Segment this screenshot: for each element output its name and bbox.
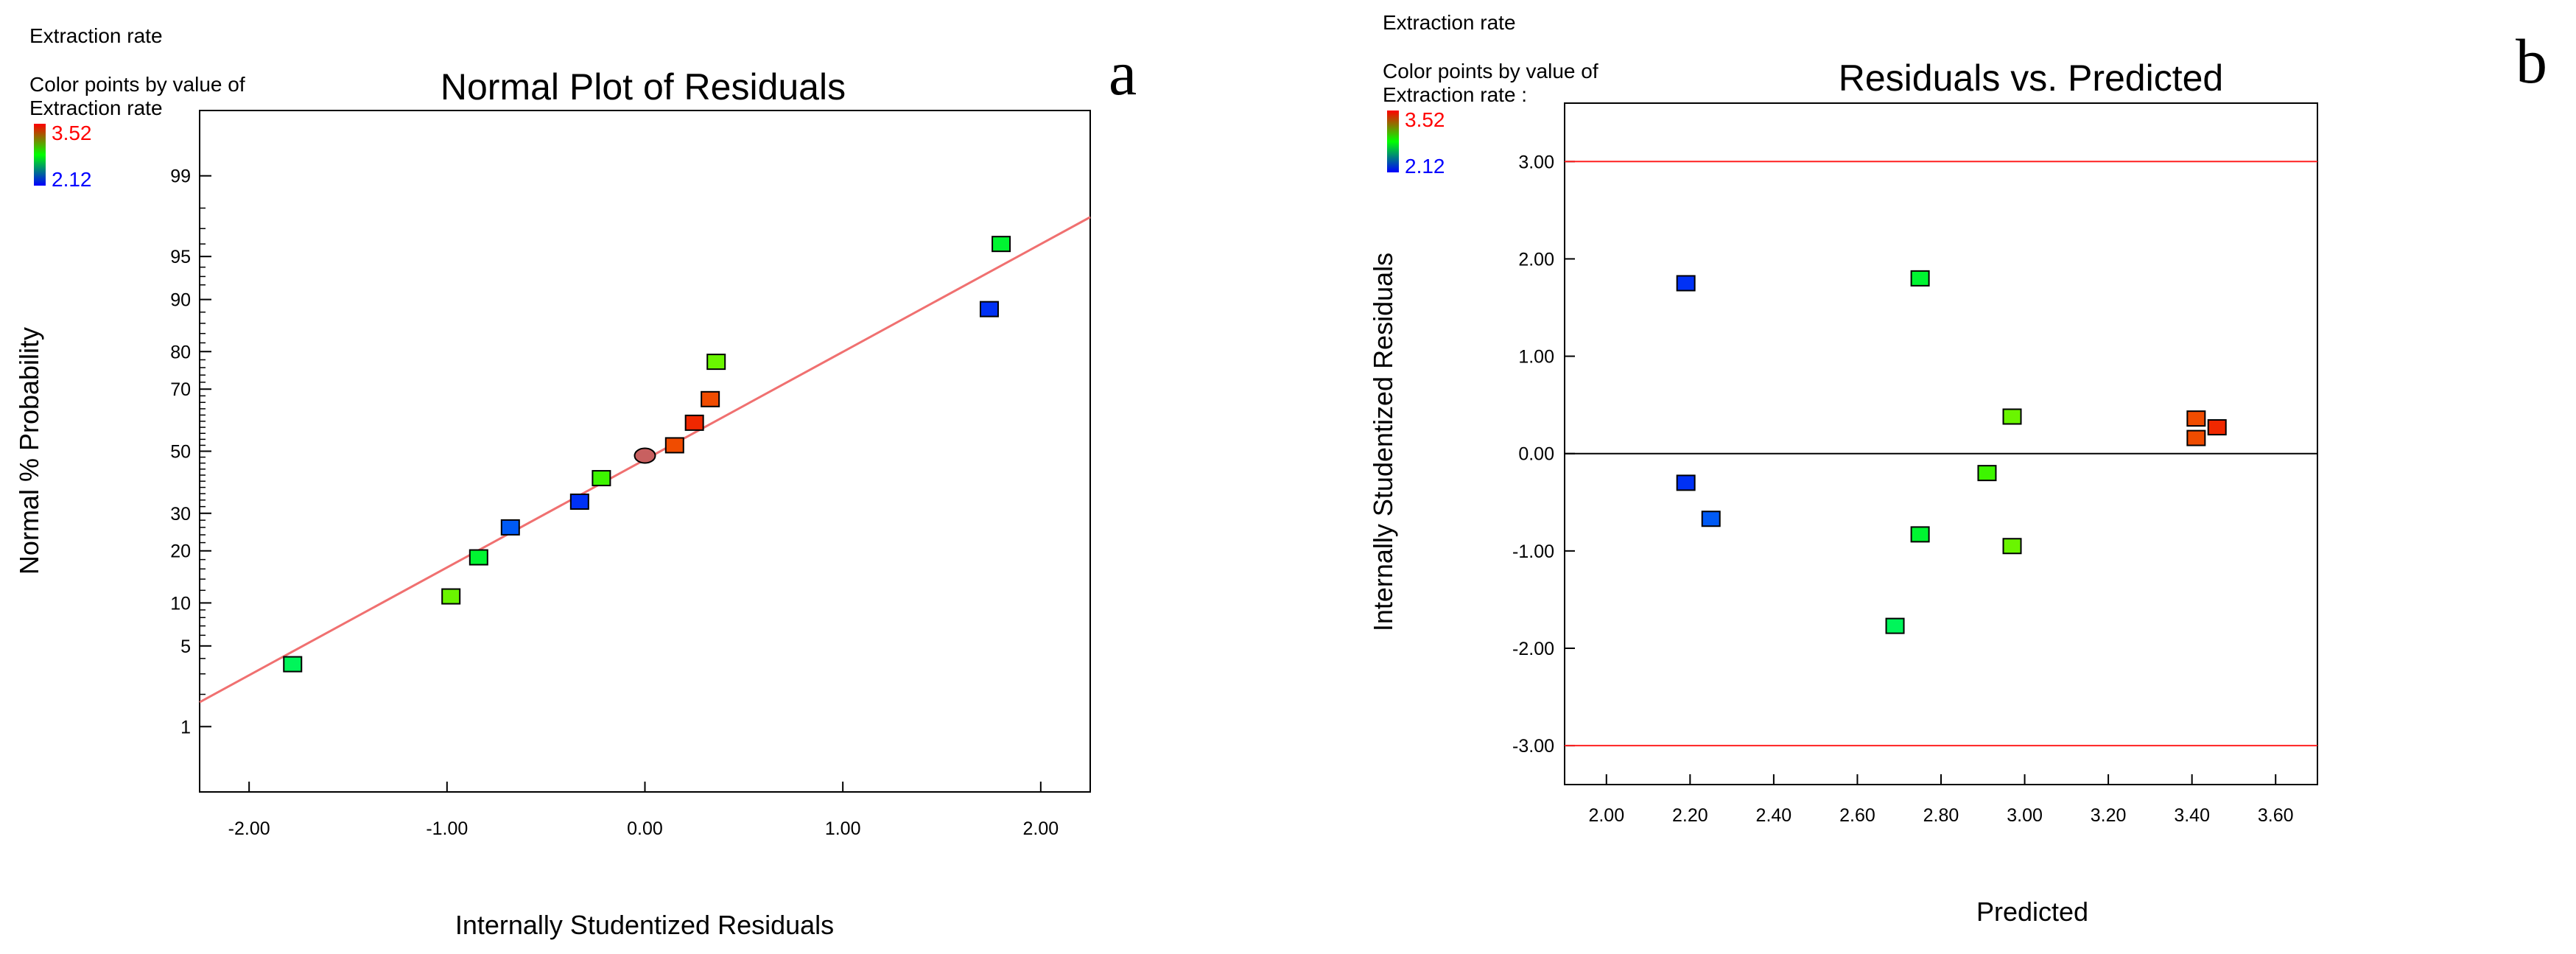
legend-min-label: 2.12 bbox=[52, 168, 92, 191]
reference-lines bbox=[1565, 161, 2317, 747]
chart-title: Normal Plot of Residuals bbox=[441, 66, 846, 108]
y-tick-label: 20 bbox=[170, 541, 191, 562]
data-point bbox=[1977, 465, 1997, 482]
legend-min-label: 2.12 bbox=[1405, 155, 1445, 178]
x-tick-label: 2.00 bbox=[1588, 805, 1624, 826]
x-axis-label: Predicted bbox=[1976, 897, 2088, 927]
y-tick-label: 90 bbox=[170, 290, 191, 311]
data-point bbox=[569, 493, 589, 510]
data-point bbox=[1910, 526, 1930, 543]
chart-header: Extraction rate bbox=[1383, 11, 1516, 34]
y-tick-label: 5 bbox=[180, 636, 191, 657]
y-tick-label: 50 bbox=[170, 442, 191, 463]
x-tick-label: -1.00 bbox=[426, 818, 468, 839]
panel-letter: b bbox=[2516, 26, 2547, 97]
data-point bbox=[979, 301, 999, 318]
chart-header: Extraction rate bbox=[29, 24, 163, 47]
legend-max-label: 3.52 bbox=[52, 122, 92, 144]
data-point bbox=[2002, 408, 2022, 425]
data-point bbox=[1885, 617, 1905, 634]
x-tick-label: 3.00 bbox=[2007, 805, 2043, 826]
data-points bbox=[283, 236, 1011, 673]
data-point bbox=[2207, 419, 2227, 436]
y-tick-label: 10 bbox=[170, 593, 191, 614]
data-point bbox=[592, 470, 611, 487]
x-tick-label: 0.00 bbox=[627, 818, 663, 839]
chart-a-svg: Extraction rate Color points by value of… bbox=[14, 24, 1137, 940]
data-point bbox=[2186, 429, 2206, 446]
data-point bbox=[500, 519, 520, 536]
x-tick-label: 3.40 bbox=[2174, 805, 2210, 826]
data-point bbox=[441, 588, 461, 605]
y-tick-label: 3.00 bbox=[1518, 152, 1554, 172]
y-tick-label: 30 bbox=[170, 504, 191, 525]
x-axis: -2.00 -1.00 0.00 1.00 2.00 bbox=[228, 782, 1059, 839]
data-points bbox=[1676, 270, 2227, 634]
y-tick-label: 1.00 bbox=[1518, 347, 1554, 368]
data-point bbox=[1701, 511, 1721, 527]
data-point bbox=[634, 447, 656, 464]
legend-caption: Extraction rate : bbox=[1383, 83, 1527, 106]
y-tick-label: 80 bbox=[170, 342, 191, 362]
y-axis: 3.00 2.00 1.00 0.00 -1.00 -2.00 -3.00 bbox=[1512, 152, 1575, 757]
y-axis-label: Normal % Probability bbox=[14, 327, 44, 575]
y-tick-label: -2.00 bbox=[1512, 639, 1554, 659]
data-point bbox=[992, 236, 1011, 253]
chart-b-svg: Extraction rate Color points by value of… bbox=[1368, 11, 2547, 927]
y-tick-label: 0.00 bbox=[1518, 444, 1554, 465]
legend-max-label: 3.52 bbox=[1405, 108, 1445, 131]
y-axis-label: Internally Studentized Residuals bbox=[1368, 253, 1398, 631]
x-axis-label: Internally Studentized Residuals bbox=[455, 910, 834, 940]
y-tick-label: -1.00 bbox=[1512, 541, 1554, 562]
data-point bbox=[1676, 275, 1696, 292]
data-point bbox=[1676, 474, 1696, 491]
data-point bbox=[664, 437, 684, 454]
x-tick-label: 1.00 bbox=[825, 818, 861, 839]
y-tick-label: 95 bbox=[170, 247, 191, 267]
x-tick-label: -2.00 bbox=[228, 818, 270, 839]
y-tick-label: 70 bbox=[170, 379, 191, 400]
x-tick-label: 2.60 bbox=[1839, 805, 1875, 826]
data-point bbox=[701, 390, 720, 407]
panel-letter: a bbox=[1109, 38, 1137, 108]
data-point bbox=[283, 656, 303, 673]
chart-a: Extraction rate Color points by value of… bbox=[0, 0, 1289, 950]
data-point bbox=[706, 354, 726, 371]
y-tick-label: 2.00 bbox=[1518, 249, 1554, 270]
legend-caption: Color points by value of bbox=[29, 73, 245, 96]
x-tick-label: 2.00 bbox=[1022, 818, 1059, 839]
data-point bbox=[468, 549, 488, 566]
x-tick-label: 3.60 bbox=[2258, 805, 2294, 826]
chart-b: Extraction rate Color points by value of… bbox=[1289, 0, 2576, 950]
data-point bbox=[2002, 538, 2022, 555]
legend-color-bar bbox=[1387, 111, 1399, 172]
x-tick-label: 3.20 bbox=[2091, 805, 2127, 826]
x-axis: 2.00 2.20 2.40 2.60 2.80 3.00 3.20 3.40 3.60 bbox=[1588, 774, 2294, 826]
x-tick-label: 2.40 bbox=[1756, 805, 1792, 826]
y-axis: 1 5 10 20 30 50 70 80 90 95 99 bbox=[170, 166, 211, 737]
x-tick-label: 2.20 bbox=[1672, 805, 1708, 826]
x-tick-label: 2.80 bbox=[1923, 805, 1959, 826]
data-point bbox=[684, 414, 704, 431]
y-minor-ticks bbox=[200, 207, 206, 695]
y-tick-label: 1 bbox=[180, 717, 191, 737]
legend-color-bar bbox=[34, 124, 46, 186]
chart-title: Residuals vs. Predicted bbox=[1839, 57, 2223, 99]
legend-caption: Color points by value of bbox=[1383, 60, 1598, 83]
y-tick-label: -3.00 bbox=[1512, 736, 1554, 757]
data-point bbox=[2186, 410, 2206, 427]
y-tick-label: 99 bbox=[170, 166, 191, 187]
data-point bbox=[1910, 270, 1930, 287]
legend-caption: Extraction rate bbox=[29, 97, 163, 119]
